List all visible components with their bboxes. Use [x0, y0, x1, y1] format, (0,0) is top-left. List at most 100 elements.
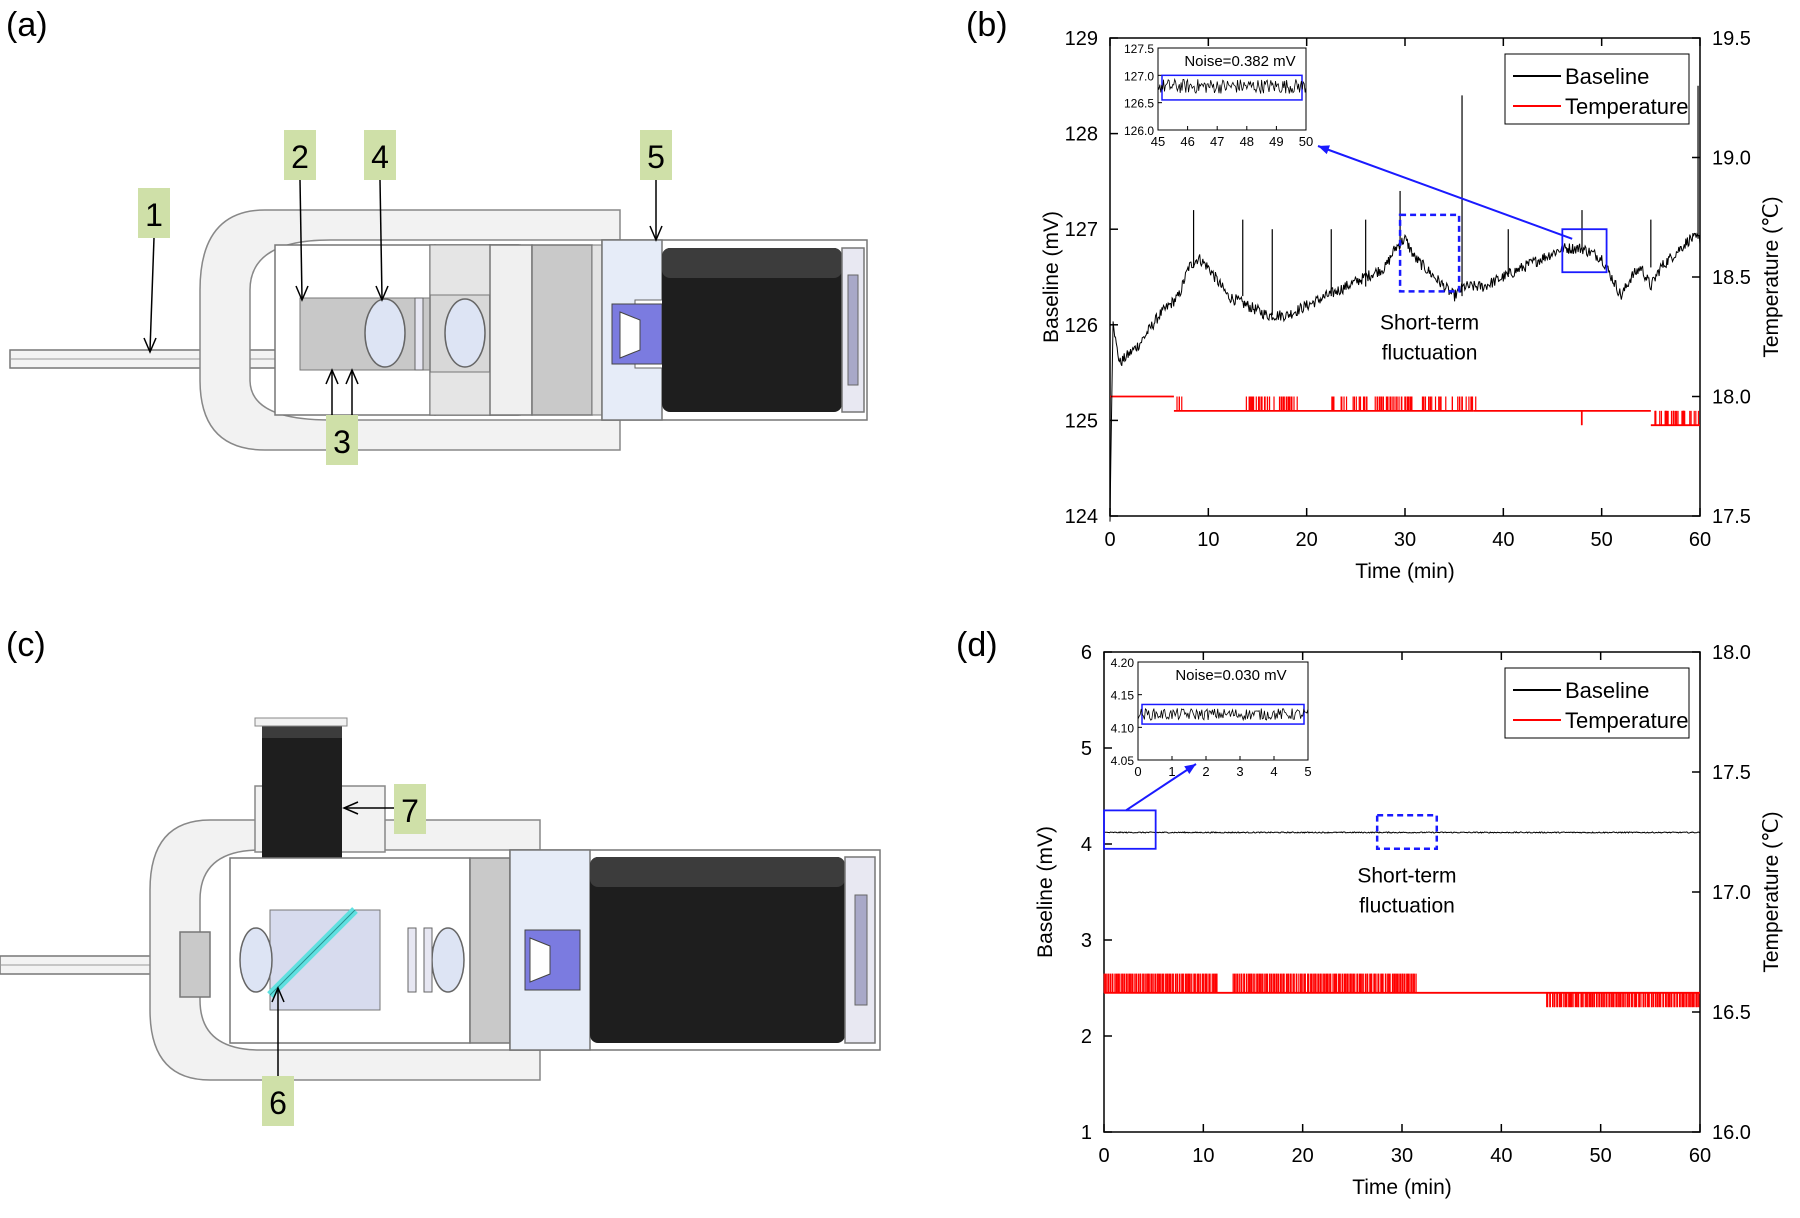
noise-zoom-box	[1103, 809, 1157, 850]
y2-tick-label: 16.5	[1712, 1002, 1751, 1024]
inset-y-tick-label: 4.15	[1111, 689, 1135, 703]
chart-d: 0 10 20 30 40 50 6012345616.016.517.017.518.0T…	[1034, 642, 1783, 1199]
panel-b: (b) 0 10 20 30 40 50 60 124 125 126 127 128 129 17.5 1…	[966, 6, 1783, 583]
callout-3: 3	[333, 424, 351, 460]
panel-d: (d) 0 10 20 30 40 50 6012345616.016.517.017.51…	[956, 626, 1783, 1199]
y2-tick-label: 18.0	[1712, 642, 1751, 664]
short-term-fluctuation-box	[1398, 213, 1461, 293]
y-tick-label: 128	[1065, 124, 1098, 146]
inset-x-tick-label: 4	[1270, 764, 1277, 779]
noise-zoom-box	[1561, 228, 1608, 274]
baseline-line	[1109, 232, 1701, 522]
y2-tick-label: 17.5	[1712, 762, 1751, 784]
detector-mount	[489, 244, 533, 416]
inset-frame	[1157, 47, 1307, 131]
inset-baseline-line	[1137, 708, 1309, 722]
y2-tick-label: 18.0	[1712, 387, 1751, 409]
inset-y-tick-label: 126.5	[1124, 97, 1154, 111]
y-tick-label: 4	[1081, 834, 1092, 856]
lens-2	[364, 298, 406, 368]
y-tick-label: 127	[1065, 219, 1098, 241]
x-tick-label: 10	[1197, 529, 1219, 551]
photodetector-7-body	[262, 720, 342, 880]
callout-5: 5	[647, 139, 665, 175]
inset-x-tick-label: 1	[1168, 764, 1175, 779]
probe-housing	[199, 209, 621, 451]
callout-6: 6	[269, 1085, 287, 1121]
inset-noise-label: Noise=0.030 mV	[1175, 667, 1286, 684]
x-tick-label: 60	[1689, 529, 1711, 551]
y2-tick-label: 17.0	[1712, 882, 1751, 904]
callout-5-box	[640, 130, 672, 180]
inset-x-tick-label: 3	[1236, 764, 1243, 779]
legend-temperature-label: Temperature	[1565, 708, 1689, 733]
zoom-arrow	[1125, 763, 1197, 812]
y2-tick-label: 19.0	[1712, 148, 1751, 170]
legend-temperature-label: Temperature	[1565, 94, 1689, 119]
callout-7-box	[394, 784, 426, 834]
x-tick-label: 50	[1591, 529, 1613, 551]
panel-b-label: (b)	[966, 6, 1008, 44]
y2-tick-label: 19.5	[1712, 28, 1751, 50]
y2-axis-label: Temperature (℃)	[1760, 196, 1783, 357]
y-tick-label: 1	[1081, 1122, 1092, 1144]
inset-y-tick-label: 127.0	[1124, 69, 1154, 83]
zoom-arrow	[1317, 145, 1573, 240]
inset-baseline-line	[1157, 77, 1307, 94]
callout-4-box	[364, 130, 396, 180]
y-tick-label: 125	[1065, 410, 1098, 432]
inset-y-tick-label: 126.0	[1124, 124, 1154, 138]
inset-x-tick-label: 50	[1299, 134, 1313, 149]
legend-box	[1504, 53, 1690, 125]
callout-2: 2	[291, 139, 309, 175]
y-tick-label: 6	[1081, 642, 1092, 664]
photodetector-body-c	[590, 857, 845, 1043]
chart-b: 0 10 20 30 40 50 60 124 125 126 127 128 129 17.5 18.0 1…	[1040, 28, 1783, 583]
inset-x-tick-label: 46	[1180, 134, 1194, 149]
panel-c: (c) 7 6	[0, 626, 881, 1126]
panel-c-label: (c)	[6, 626, 46, 664]
x-tick-label: 30	[1391, 1145, 1413, 1167]
inset-x-tick-label: 2	[1202, 764, 1209, 779]
callout-4: 4	[371, 139, 389, 175]
inset-x-tick-label: 48	[1240, 134, 1254, 149]
callout-3-box	[326, 415, 358, 465]
x-tick-label: 10	[1192, 1145, 1214, 1167]
baseline-line	[1103, 831, 1701, 834]
y-axis-label: Baseline (mV)	[1040, 211, 1063, 343]
x-tick-label: 60	[1689, 1145, 1711, 1167]
inset-y-tick-label: 4.10	[1111, 721, 1135, 735]
x-tick-label: 40	[1492, 529, 1514, 551]
callout-1-box	[138, 188, 170, 238]
callout-6-box	[262, 1076, 294, 1126]
x-tick-label: 30	[1394, 529, 1416, 551]
x-axis-label: Time (min)	[1352, 1176, 1452, 1199]
inset-y-tick-label: 4.20	[1111, 656, 1135, 670]
inset-y-tick-label: 127.5	[1124, 42, 1154, 56]
inset-x-tick-label: 47	[1210, 134, 1224, 149]
x-tick-label: 40	[1490, 1145, 1512, 1167]
callout-2-box	[284, 130, 316, 180]
inset-y-tick-label: 4.05	[1111, 754, 1135, 768]
inset-x-tick-label: 5	[1304, 764, 1311, 779]
inset-noise-label: Noise=0.382 mV	[1184, 53, 1295, 70]
annotation-line-2: fluctuation	[1382, 342, 1478, 365]
probe-housing-c	[149, 819, 541, 1081]
inset-x-tick-label: 49	[1269, 134, 1283, 149]
panel-a-label: (a)	[6, 6, 48, 44]
y2-axis-label: Temperature (℃)	[1760, 811, 1783, 972]
y2-tick-label: 17.5	[1712, 506, 1751, 528]
y2-tick-label: 16.0	[1712, 1122, 1751, 1144]
y-tick-label: 124	[1065, 506, 1098, 528]
panel-a: (a) 1	[6, 6, 868, 465]
y-tick-label: 3	[1081, 930, 1092, 952]
y2-tick-label: 18.5	[1712, 267, 1751, 289]
annotation-line-1: Short-term	[1380, 312, 1479, 335]
legend-box	[1504, 667, 1690, 739]
panel-d-label: (d)	[956, 626, 998, 664]
zoom-arrowhead	[1184, 764, 1196, 774]
x-tick-label: 50	[1590, 1145, 1612, 1167]
x-tick-label: 0	[1104, 529, 1115, 551]
callout-1: 1	[145, 197, 163, 233]
